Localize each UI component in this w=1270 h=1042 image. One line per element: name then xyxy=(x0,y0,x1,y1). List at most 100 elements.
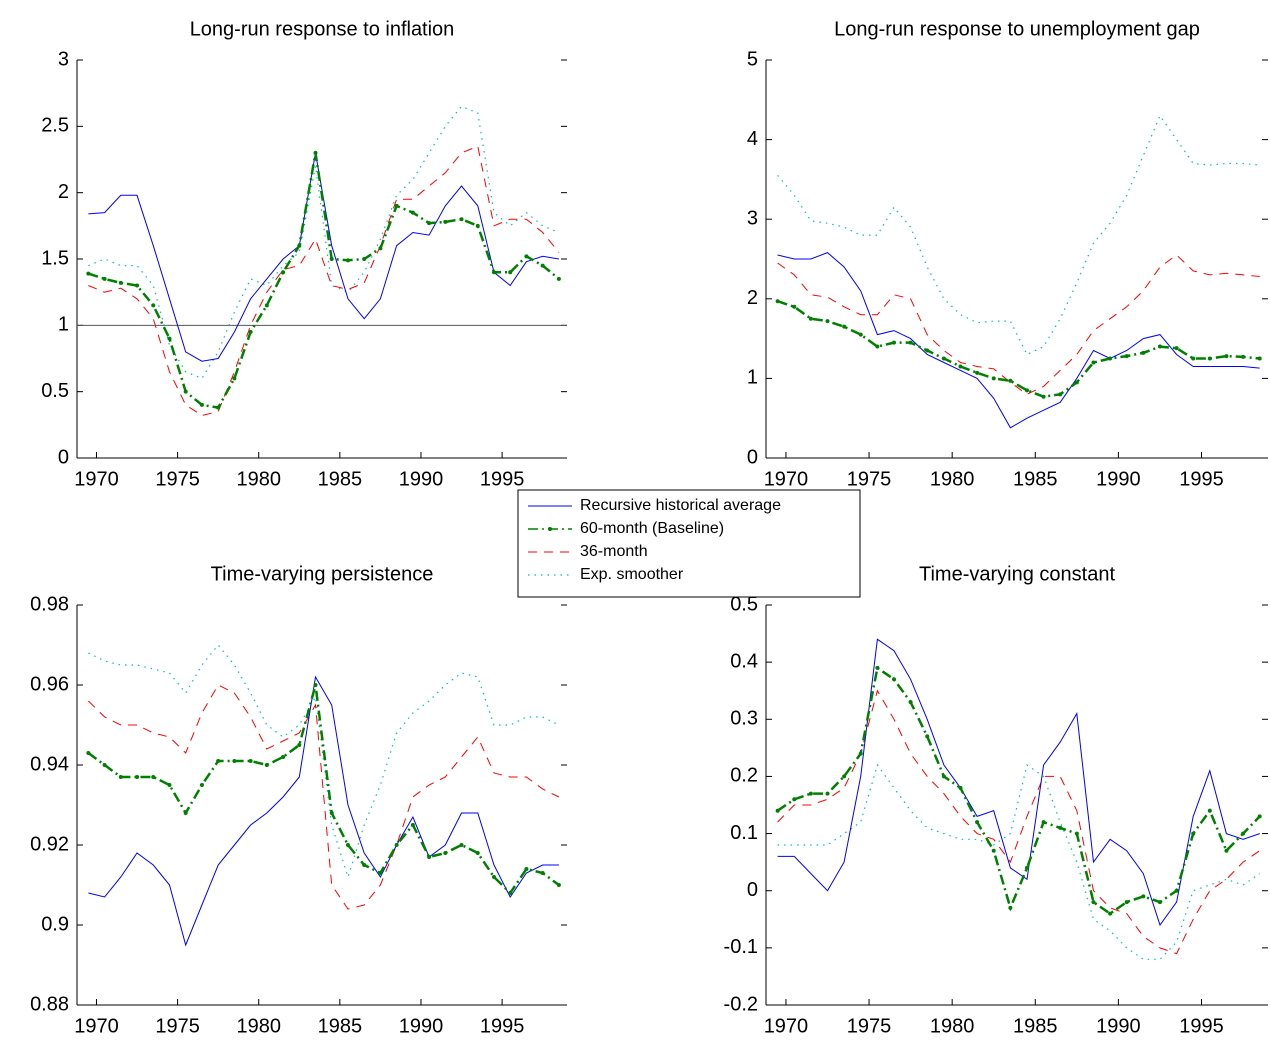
point xyxy=(281,755,286,759)
y-tick-label: 0.5 xyxy=(41,380,69,402)
point xyxy=(1157,900,1162,905)
point xyxy=(1241,354,1246,359)
x-tick-label: 1990 xyxy=(399,468,444,490)
y-tick-label: 0.96 xyxy=(30,673,69,695)
x-tick-label: 1975 xyxy=(847,1015,892,1037)
point xyxy=(1058,825,1063,830)
point xyxy=(908,700,913,705)
series-line xyxy=(777,114,1260,356)
y-tick-label: 0.1 xyxy=(730,822,758,844)
series-line xyxy=(777,300,1260,398)
point xyxy=(1207,808,1212,813)
point xyxy=(427,221,432,226)
point xyxy=(941,774,946,779)
point xyxy=(118,775,123,779)
series-line xyxy=(777,254,1260,395)
x-tick-label: 1970 xyxy=(764,468,809,490)
point xyxy=(1124,354,1129,359)
point xyxy=(183,389,188,394)
point xyxy=(941,356,946,361)
point xyxy=(524,254,529,259)
y-tick-label: 1 xyxy=(747,367,758,389)
x-tick-label: 1975 xyxy=(155,468,200,490)
point xyxy=(362,863,367,867)
point xyxy=(842,324,847,329)
series-line xyxy=(776,665,1261,916)
point xyxy=(491,875,496,879)
point xyxy=(491,270,496,275)
legend: Recursive historical average 60-month (Ba… xyxy=(517,489,861,598)
y-tick-label: -0.2 xyxy=(724,993,758,1015)
x-tick-label: 1980 xyxy=(236,1015,281,1037)
point xyxy=(825,319,830,324)
point xyxy=(508,270,513,275)
point xyxy=(135,775,140,779)
point xyxy=(975,370,980,375)
chart-title: Long-run response to unemployment gap xyxy=(834,18,1200,40)
point xyxy=(183,811,188,815)
point xyxy=(540,871,545,875)
point xyxy=(858,332,863,337)
point xyxy=(991,376,996,381)
y-tick-label: 0.4 xyxy=(730,650,758,672)
point xyxy=(975,820,980,825)
point xyxy=(808,791,813,796)
point xyxy=(345,843,350,847)
point xyxy=(167,783,172,787)
y-tick-label: 0.3 xyxy=(730,708,758,730)
point xyxy=(958,785,963,790)
point xyxy=(508,891,513,895)
y-tick-label: 0.5 xyxy=(730,593,758,615)
point xyxy=(1207,356,1212,361)
point xyxy=(524,867,529,871)
x-tick-label: 1995 xyxy=(480,468,525,490)
point xyxy=(1174,346,1179,351)
x-tick-label: 1985 xyxy=(318,468,363,490)
point xyxy=(475,223,480,228)
point xyxy=(1041,820,1046,825)
point xyxy=(459,217,464,222)
x-tick-label: 1975 xyxy=(155,1015,200,1037)
point xyxy=(151,303,156,308)
series-line xyxy=(88,675,559,947)
point xyxy=(775,299,780,304)
y-tick-label: 0.94 xyxy=(30,753,69,775)
y-tick-label: 0 xyxy=(747,446,758,468)
y-tick-label: 0.2 xyxy=(730,765,758,787)
legend-label: 36-month xyxy=(580,543,648,560)
point xyxy=(378,246,383,251)
legend-swatch-dot xyxy=(548,527,552,531)
point xyxy=(264,303,269,308)
point xyxy=(475,851,480,855)
x-tick-label: 1995 xyxy=(1179,468,1224,490)
point xyxy=(102,276,107,281)
point xyxy=(1074,380,1079,385)
point xyxy=(1041,394,1046,399)
point xyxy=(199,783,204,787)
y-tick-label: 3 xyxy=(747,207,758,229)
point xyxy=(1091,360,1096,365)
y-tick-label: 0.98 xyxy=(30,593,69,615)
legend-label: 60-month (Baseline) xyxy=(580,520,724,537)
point xyxy=(875,665,880,670)
point xyxy=(792,797,797,802)
point xyxy=(102,763,107,767)
point xyxy=(775,808,780,813)
point xyxy=(345,258,350,263)
point xyxy=(1257,814,1262,819)
point xyxy=(925,734,930,739)
point xyxy=(842,774,847,779)
point xyxy=(891,340,896,345)
point xyxy=(925,348,930,353)
x-tick-label: 1985 xyxy=(1013,1015,1058,1037)
point xyxy=(199,402,204,407)
point xyxy=(86,751,91,755)
series-line xyxy=(87,684,560,895)
point xyxy=(1191,831,1196,836)
point xyxy=(281,270,286,275)
x-tick-label: 1995 xyxy=(1179,1015,1224,1037)
y-tick-label: 2 xyxy=(58,181,69,203)
y-tick-label: 2.5 xyxy=(41,115,69,137)
x-tick-label: 1985 xyxy=(1013,468,1058,490)
